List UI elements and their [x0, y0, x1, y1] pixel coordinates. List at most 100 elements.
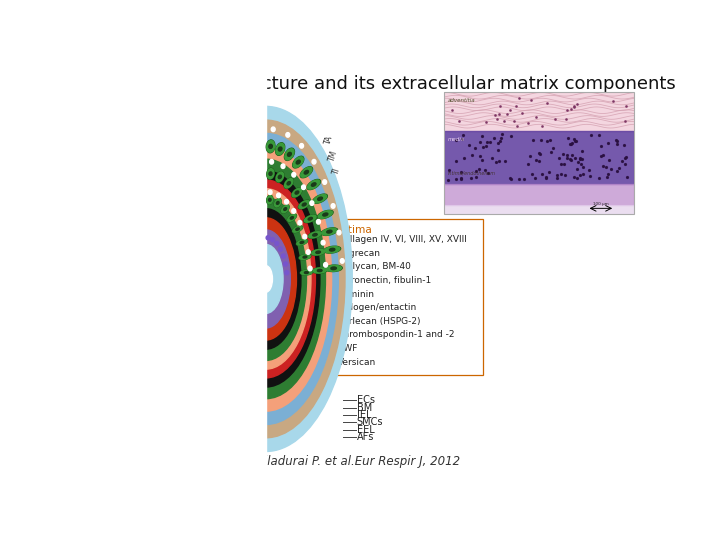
Ellipse shape — [200, 147, 332, 411]
Ellipse shape — [276, 193, 281, 198]
Text: TM: TM — [327, 148, 339, 162]
Ellipse shape — [284, 179, 293, 188]
Ellipse shape — [330, 248, 335, 251]
Ellipse shape — [316, 251, 320, 253]
Text: Fibronectin, fibulin-1: Fibronectin, fibulin-1 — [338, 276, 431, 285]
Ellipse shape — [267, 168, 274, 179]
Ellipse shape — [266, 140, 275, 153]
Text: Osteopontin: Osteopontin — [112, 212, 168, 221]
Ellipse shape — [324, 262, 328, 267]
Ellipse shape — [324, 246, 341, 253]
Ellipse shape — [301, 271, 312, 275]
Ellipse shape — [323, 180, 327, 184]
Ellipse shape — [313, 194, 327, 203]
Ellipse shape — [287, 181, 290, 185]
Ellipse shape — [296, 228, 300, 231]
Ellipse shape — [281, 164, 285, 168]
Text: SMCs: SMCs — [356, 417, 383, 427]
Ellipse shape — [275, 241, 279, 246]
Ellipse shape — [322, 228, 337, 235]
Ellipse shape — [307, 179, 320, 190]
Ellipse shape — [305, 272, 308, 274]
Text: AFs: AFs — [356, 432, 374, 442]
Ellipse shape — [216, 180, 315, 378]
Ellipse shape — [271, 238, 274, 242]
Ellipse shape — [308, 266, 312, 271]
Text: Aggrecan: Aggrecan — [338, 249, 382, 258]
Text: F bulin: F bulin — [112, 153, 143, 161]
Ellipse shape — [300, 271, 312, 275]
Ellipse shape — [293, 226, 302, 232]
Ellipse shape — [309, 232, 321, 238]
Ellipse shape — [285, 148, 294, 160]
Ellipse shape — [284, 208, 287, 211]
Text: Laminin: Laminin — [338, 289, 374, 299]
Ellipse shape — [292, 188, 302, 197]
Ellipse shape — [331, 204, 335, 208]
Text: Elastin: Elastin — [112, 325, 143, 334]
Ellipse shape — [306, 250, 310, 254]
Text: versican and biglycan: versican and biglycan — [112, 230, 220, 238]
Ellipse shape — [285, 271, 289, 275]
Ellipse shape — [326, 265, 341, 271]
Ellipse shape — [290, 217, 294, 219]
Ellipse shape — [297, 240, 307, 245]
Text: F bronectin: F bronectin — [112, 339, 163, 348]
Ellipse shape — [288, 214, 296, 221]
Ellipse shape — [296, 160, 300, 164]
Text: IEL: IEL — [356, 410, 372, 420]
Ellipse shape — [286, 133, 289, 137]
Text: Versican: Versican — [338, 357, 377, 367]
Ellipse shape — [274, 199, 282, 207]
Text: Proteoglycans like: Proteoglycans like — [112, 394, 194, 403]
FancyBboxPatch shape — [107, 111, 249, 258]
Ellipse shape — [293, 157, 303, 167]
Ellipse shape — [282, 205, 289, 213]
Ellipse shape — [308, 218, 312, 220]
Ellipse shape — [220, 188, 311, 369]
Ellipse shape — [307, 180, 320, 189]
Text: EEL: EEL — [356, 425, 374, 435]
Ellipse shape — [269, 198, 271, 201]
Ellipse shape — [269, 172, 272, 176]
Ellipse shape — [311, 183, 316, 186]
Ellipse shape — [305, 215, 316, 222]
Ellipse shape — [212, 171, 320, 387]
Ellipse shape — [241, 230, 290, 328]
Ellipse shape — [267, 168, 274, 179]
Ellipse shape — [248, 245, 283, 313]
Text: Lumican: Lumican — [112, 381, 150, 389]
Ellipse shape — [302, 203, 306, 206]
Ellipse shape — [312, 249, 325, 255]
Ellipse shape — [300, 241, 304, 244]
Ellipse shape — [299, 254, 311, 260]
Ellipse shape — [193, 133, 338, 424]
Text: Tenascin: Tenascin — [112, 238, 151, 247]
Ellipse shape — [303, 234, 307, 239]
Ellipse shape — [284, 262, 287, 266]
Text: Biglycan, BM-40: Biglycan, BM-40 — [338, 262, 411, 272]
Text: Microfibril: Microfibril — [112, 204, 157, 213]
Ellipse shape — [300, 255, 310, 259]
Ellipse shape — [302, 185, 305, 190]
Ellipse shape — [310, 201, 314, 205]
Text: Media: Media — [112, 117, 145, 127]
Ellipse shape — [179, 106, 352, 451]
Text: Vitronectin: Vitronectin — [112, 246, 162, 255]
Text: Decorin: Decorin — [112, 312, 148, 320]
Ellipse shape — [331, 267, 336, 269]
Ellipse shape — [276, 201, 279, 204]
Ellipse shape — [305, 171, 309, 174]
Ellipse shape — [292, 188, 302, 197]
Ellipse shape — [298, 220, 302, 225]
Ellipse shape — [292, 156, 304, 168]
Ellipse shape — [279, 147, 282, 151]
Ellipse shape — [266, 235, 270, 240]
Ellipse shape — [292, 226, 302, 233]
Ellipse shape — [298, 200, 310, 209]
Ellipse shape — [323, 213, 328, 216]
Ellipse shape — [292, 172, 296, 177]
Text: BM: BM — [356, 403, 372, 413]
Text: Hyaluronan: Hyaluronan — [112, 178, 164, 187]
Ellipse shape — [235, 218, 297, 340]
